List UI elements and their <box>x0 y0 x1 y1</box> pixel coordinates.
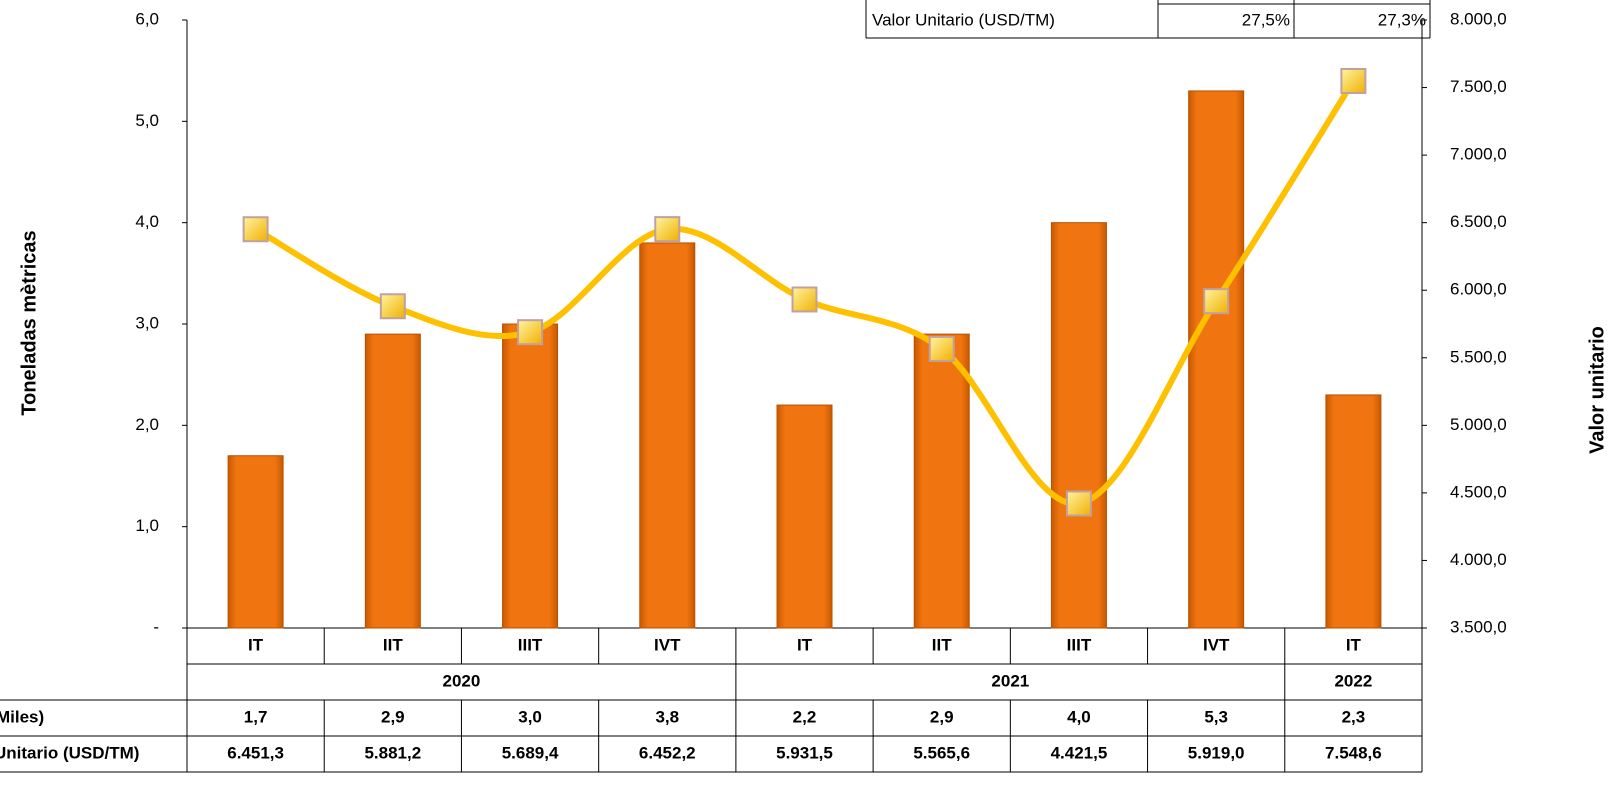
x-tick-label: IIIT <box>518 635 543 654</box>
y-tick-label: 4,0 <box>135 212 159 231</box>
line-marker <box>791 286 818 313</box>
data-label: 5.565,6 <box>913 743 970 762</box>
y-tick-label: - <box>153 617 159 636</box>
line-marker <box>242 216 269 243</box>
inset-cell: 27,3% <box>1378 10 1426 29</box>
x-tick-label: IT <box>797 635 813 654</box>
y2-tick-label: 7.000,0 <box>1450 145 1507 164</box>
x-tick-label: IIT <box>383 635 403 654</box>
bar <box>502 323 559 629</box>
y2-tick-label: 5.000,0 <box>1450 415 1507 434</box>
data-label: 3,0 <box>518 707 542 726</box>
year-label: 2020 <box>443 671 481 690</box>
data-label: 3,8 <box>655 707 679 726</box>
data-label: 4,0 <box>1067 707 1091 726</box>
y2-tick-label: 5.500,0 <box>1450 347 1507 366</box>
line <box>254 79 1356 507</box>
inset-cell: 27,5% <box>1242 10 1290 29</box>
y-tick-label: 2,0 <box>135 415 159 434</box>
data-label: 2,9 <box>930 707 954 726</box>
y2-tick-label: 3.500,0 <box>1450 617 1507 636</box>
bar <box>639 242 696 629</box>
bar <box>1188 90 1245 629</box>
y2-tick-label: 6.000,0 <box>1450 280 1507 299</box>
x-tick-label: IT <box>248 635 264 654</box>
x-tick-label: IT <box>1346 635 1362 654</box>
line-marker <box>379 293 406 320</box>
data-label: 5.919,0 <box>1188 743 1245 762</box>
y-tick-label: 6,0 <box>135 9 159 28</box>
y2-tick-label: 4.000,0 <box>1450 550 1507 569</box>
bar <box>227 455 284 629</box>
data-label: 1,7 <box>244 707 268 726</box>
line-marker <box>654 216 681 243</box>
bar <box>364 333 421 629</box>
year-label: 2021 <box>991 671 1029 690</box>
year-label: 2022 <box>1334 671 1372 690</box>
line-marker <box>928 335 955 362</box>
x-tick-label: IIT <box>932 635 952 654</box>
line-marker <box>1065 490 1092 517</box>
y2-axis-title: Valor unitario <box>1586 326 1608 454</box>
data-label: 7.548,6 <box>1325 743 1382 762</box>
data-label: 2,3 <box>1342 707 1366 726</box>
y-axis-title: Toneladas mètricas <box>18 230 40 415</box>
data-label: 6.451,3 <box>227 743 284 762</box>
data-label: 6.452,2 <box>639 743 696 762</box>
x-tick-label: IIIT <box>1067 635 1092 654</box>
inset-cell: Valor Unitario (USD/TM) <box>872 10 1055 29</box>
line-marker <box>1340 67 1367 94</box>
data-label: 2,2 <box>793 707 817 726</box>
data-label: 5.881,2 <box>364 743 421 762</box>
bar <box>1050 222 1107 629</box>
data-label: 2,9 <box>381 707 405 726</box>
data-label: 5.689,4 <box>502 743 559 762</box>
data-label: 4.421,5 <box>1051 743 1108 762</box>
y2-tick-label: 6.500,0 <box>1450 212 1507 231</box>
bar <box>776 404 833 629</box>
x-tick-label: IVT <box>654 635 681 654</box>
line-marker <box>1203 288 1230 315</box>
y2-tick-label: 7.500,0 <box>1450 77 1507 96</box>
legend-label: Unitario (USD/TM) <box>0 743 139 762</box>
y2-tick-label: 8.000,0 <box>1450 9 1507 28</box>
y-tick-label: 1,0 <box>135 516 159 535</box>
y-tick-label: 3,0 <box>135 313 159 332</box>
bar <box>1325 394 1382 629</box>
x-tick-label: IVT <box>1203 635 1230 654</box>
y-tick-label: 5,0 <box>135 111 159 130</box>
bar <box>913 333 970 629</box>
legend-label: Miles) <box>0 707 44 726</box>
y2-tick-label: 4.500,0 <box>1450 482 1507 501</box>
data-label: 5.931,5 <box>776 743 833 762</box>
inset-table <box>865 0 1431 39</box>
data-label: 5,3 <box>1204 707 1228 726</box>
line-marker <box>517 319 544 346</box>
